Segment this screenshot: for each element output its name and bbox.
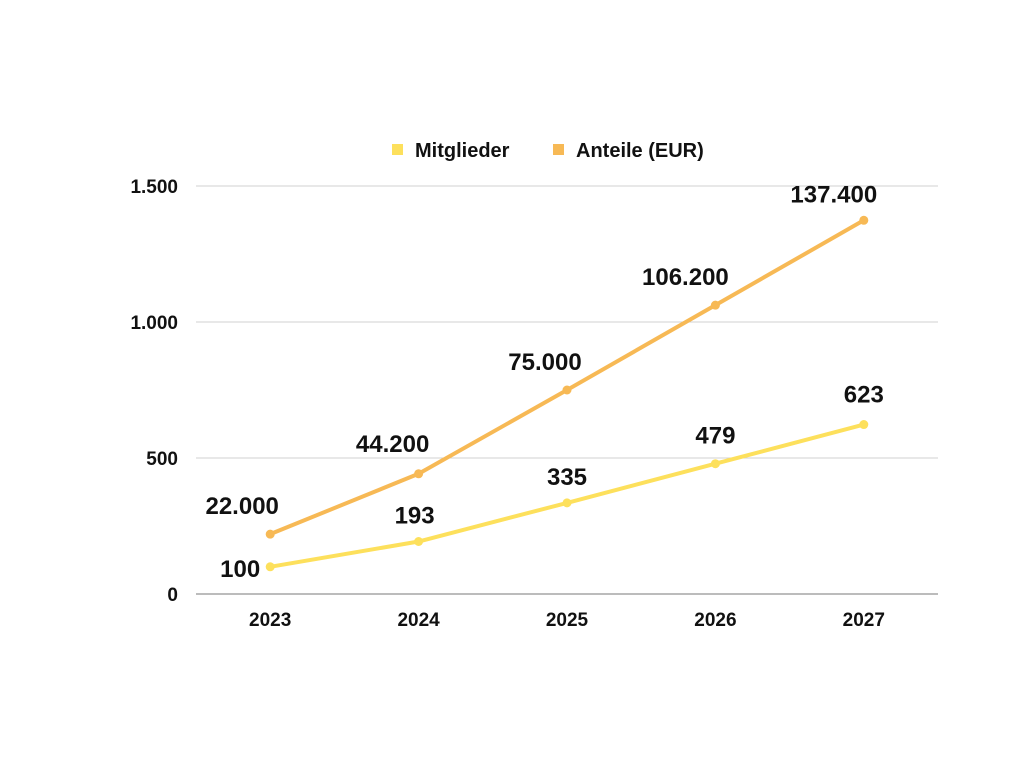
- data-label: 623: [844, 382, 884, 409]
- data-label: 106.200: [642, 264, 729, 291]
- y-tick-label: 0: [167, 585, 178, 606]
- data-point: [562, 385, 572, 395]
- legend: Mitglieder Anteile (EUR): [392, 140, 704, 162]
- data-label: 137.400: [790, 181, 877, 208]
- data-point: [710, 459, 720, 469]
- data-point: [562, 498, 572, 508]
- data-point: [414, 537, 424, 547]
- data-label: 335: [547, 464, 587, 491]
- legend-label: Mitglieder: [415, 140, 510, 162]
- grid-layer: [196, 185, 938, 459]
- legend-label: Anteile (EUR): [576, 140, 704, 162]
- y-tick-label: 500: [146, 449, 178, 470]
- data-label-layer: 100 193 335 479 623 22.000 44.200 75.000 106.200…: [205, 181, 883, 583]
- data-label: 100: [220, 556, 260, 583]
- data-point: [265, 529, 275, 539]
- data-point: [859, 215, 869, 225]
- axis-layer: 0 500 1.000 1.500 2023 2024 2025 2026 2027: [130, 177, 938, 631]
- data-point: [710, 300, 720, 310]
- x-tick-label: 2027: [843, 610, 885, 631]
- x-tick-label: 2025: [546, 610, 589, 631]
- data-label: 479: [695, 423, 735, 450]
- series-layer: [265, 215, 869, 572]
- data-label: 193: [395, 503, 435, 530]
- data-point: [859, 420, 869, 430]
- legend-swatch: [553, 144, 564, 155]
- data-point: [414, 469, 424, 479]
- x-tick-label: 2023: [249, 610, 291, 631]
- data-label: 22.000: [205, 493, 278, 520]
- y-tick-label: 1.500: [130, 177, 178, 198]
- data-label: 44.200: [356, 431, 429, 458]
- y-tick-label: 1.000: [130, 313, 178, 334]
- data-label: 75.000: [508, 349, 581, 376]
- x-tick-label: 2024: [397, 610, 440, 631]
- x-tick-label: 2026: [694, 610, 736, 631]
- legend-swatch: [392, 144, 403, 155]
- data-point: [265, 562, 275, 572]
